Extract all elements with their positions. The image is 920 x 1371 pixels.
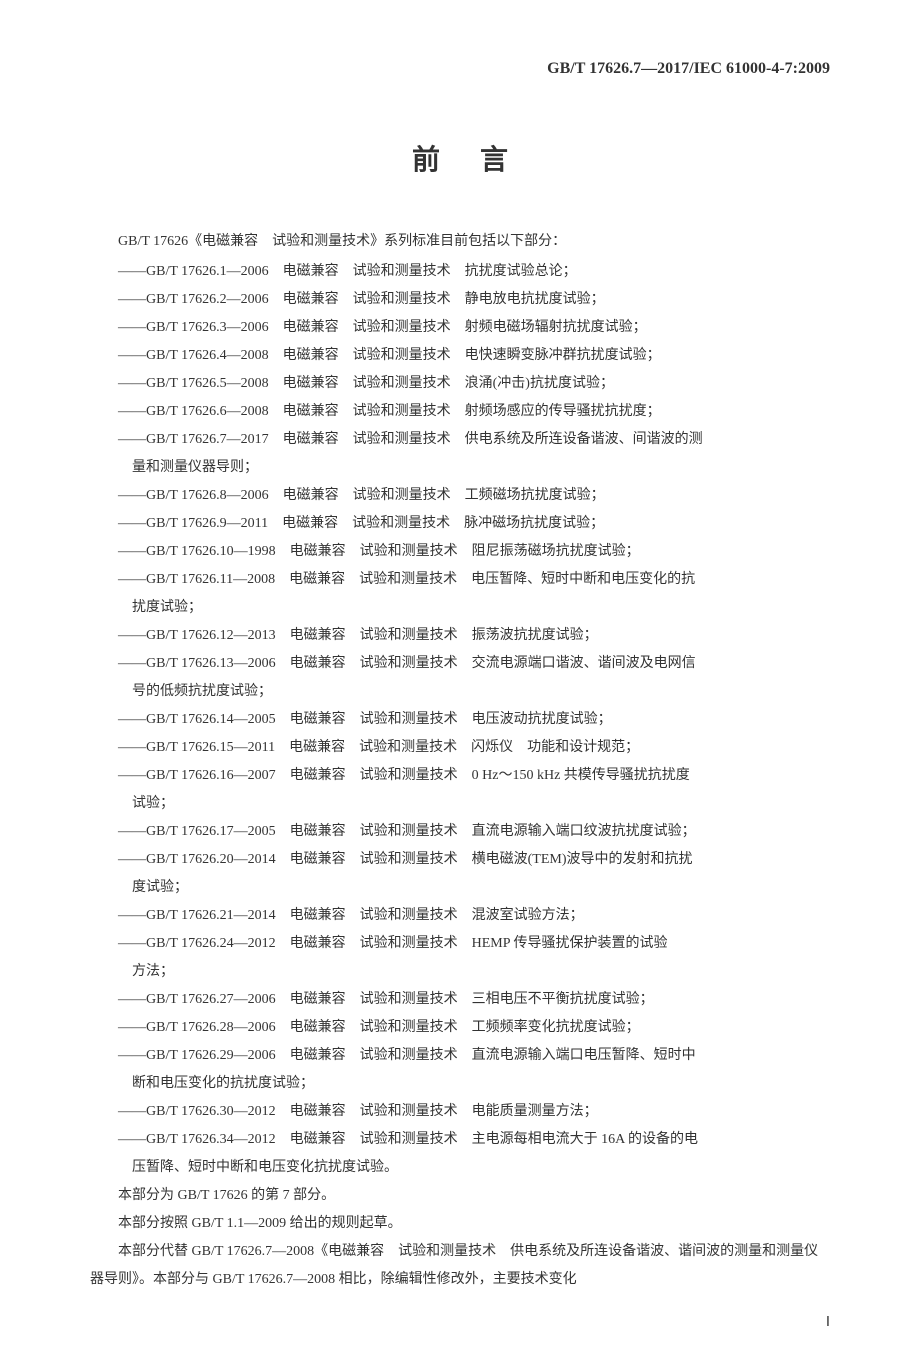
list-item: ——GB/T 17626.24—2012 电磁兼容 试验和测量技术 HEMP 传… [118, 930, 830, 958]
paragraph: 本部分为 GB/T 17626 的第 7 部分。 [90, 1182, 830, 1210]
list-item: ——GB/T 17626.16—2007 电磁兼容 试验和测量技术 0 Hz～1… [118, 762, 830, 790]
list-item: ——GB/T 17626.15—2011 电磁兼容 试验和测量技术 闪烁仪 功能… [118, 734, 830, 762]
list-item: ——GB/T 17626.1—2006 电磁兼容 试验和测量技术 抗扰度试验总论… [118, 258, 830, 286]
header-standard-id: GB/T 17626.7—2017/IEC 61000-4-7:2009 [90, 60, 830, 78]
list-item: ——GB/T 17626.29—2006 电磁兼容 试验和测量技术 直流电源输入… [118, 1042, 830, 1070]
page-title: 前言 [90, 138, 830, 178]
list-item: ——GB/T 17626.8—2006 电磁兼容 试验和测量技术 工频磁场抗扰度… [118, 482, 830, 510]
paragraph: 本部分按照 GB/T 1.1—2009 给出的规则起草。 [90, 1210, 830, 1238]
list-item-continuation: 量和测量仪器导则； [90, 454, 830, 482]
list-item-continuation: 压暂降、短时中断和电压变化抗扰度试验。 [90, 1154, 830, 1182]
list-item: ——GB/T 17626.13—2006 电磁兼容 试验和测量技术 交流电源端口… [118, 650, 830, 678]
list-item-continuation: 试验； [90, 790, 830, 818]
list-item: ——GB/T 17626.6—2008 电磁兼容 试验和测量技术 射频场感应的传… [118, 398, 830, 426]
list-item: ——GB/T 17626.3—2006 电磁兼容 试验和测量技术 射频电磁场辐射… [118, 314, 830, 342]
list-item-continuation: 度试验； [90, 874, 830, 902]
list-item: ——GB/T 17626.28—2006 电磁兼容 试验和测量技术 工频频率变化… [118, 1014, 830, 1042]
list-item: ——GB/T 17626.21—2014 电磁兼容 试验和测量技术 混波室试验方… [118, 902, 830, 930]
list-item: ——GB/T 17626.20—2014 电磁兼容 试验和测量技术 横电磁波(T… [118, 846, 830, 874]
list-item: ——GB/T 17626.14—2005 电磁兼容 试验和测量技术 电压波动抗扰… [118, 706, 830, 734]
list-item-continuation: 扰度试验； [90, 594, 830, 622]
paragraphs: 本部分为 GB/T 17626 的第 7 部分。本部分按照 GB/T 1.1—2… [90, 1182, 830, 1294]
paragraph: 本部分代替 GB/T 17626.7—2008《电磁兼容 试验和测量技术 供电系… [90, 1238, 830, 1294]
list-item: ——GB/T 17626.10—1998 电磁兼容 试验和测量技术 阻尼振荡磁场… [118, 538, 830, 566]
list-item: ——GB/T 17626.4—2008 电磁兼容 试验和测量技术 电快速瞬变脉冲… [118, 342, 830, 370]
list-item: ——GB/T 17626.30—2012 电磁兼容 试验和测量技术 电能质量测量… [118, 1098, 830, 1126]
list-item: ——GB/T 17626.11—2008 电磁兼容 试验和测量技术 电压暂降、短… [118, 566, 830, 594]
intro-text: GB/T 17626《电磁兼容 试验和测量技术》系列标准目前包括以下部分： [90, 228, 830, 256]
list-item: ——GB/T 17626.2—2006 电磁兼容 试验和测量技术 静电放电抗扰度… [118, 286, 830, 314]
list-item: ——GB/T 17626.7—2017 电磁兼容 试验和测量技术 供电系统及所连… [118, 426, 830, 454]
list-item: ——GB/T 17626.12—2013 电磁兼容 试验和测量技术 振荡波抗扰度… [118, 622, 830, 650]
list-item: ——GB/T 17626.27—2006 电磁兼容 试验和测量技术 三相电压不平… [118, 986, 830, 1014]
page-number: Ⅰ [90, 1314, 830, 1331]
list-item: ——GB/T 17626.17—2005 电磁兼容 试验和测量技术 直流电源输入… [118, 818, 830, 846]
list-item-continuation: 方法； [90, 958, 830, 986]
list-item: ——GB/T 17626.34—2012 电磁兼容 试验和测量技术 主电源每相电… [118, 1126, 830, 1154]
list-item-continuation: 断和电压变化的抗扰度试验； [90, 1070, 830, 1098]
list-item-continuation: 号的低频抗扰度试验； [90, 678, 830, 706]
list-item: ——GB/T 17626.5—2008 电磁兼容 试验和测量技术 浪涌(冲击)抗… [118, 370, 830, 398]
list-item: ——GB/T 17626.9—2011 电磁兼容 试验和测量技术 脉冲磁场抗扰度… [118, 510, 830, 538]
standards-list: ——GB/T 17626.1—2006 电磁兼容 试验和测量技术 抗扰度试验总论… [90, 258, 830, 1182]
